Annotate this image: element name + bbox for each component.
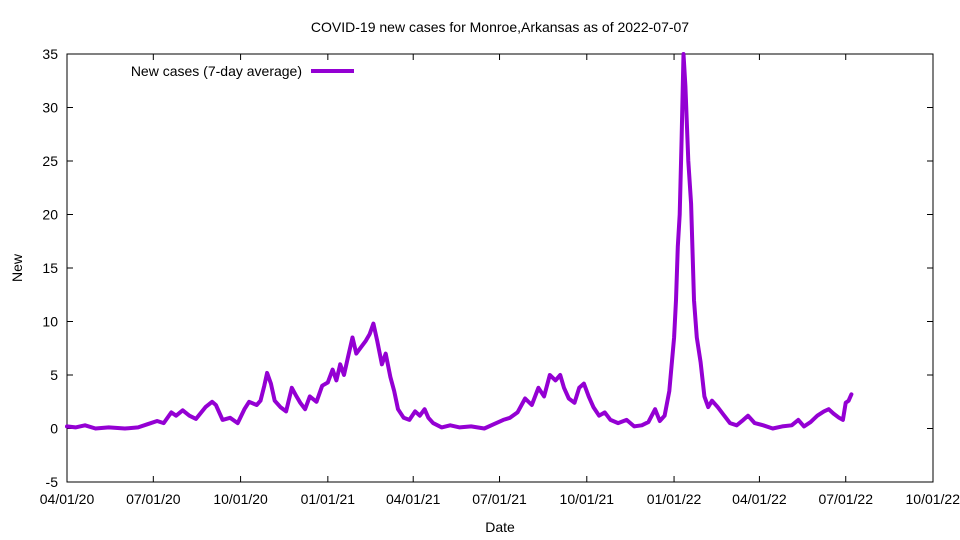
legend-label: New cases (7-day average) (131, 63, 302, 79)
legend: New cases (7-day average) (131, 63, 354, 79)
y-tick-label: 25 (42, 153, 58, 169)
y-tick-label: 15 (42, 260, 58, 276)
y-axis-label: New (9, 253, 25, 282)
x-tick-label: 04/01/21 (386, 491, 441, 507)
series-layer (65, 52, 854, 431)
y-tick-label: 10 (42, 314, 58, 330)
x-tick-label: 07/01/22 (818, 491, 873, 507)
y-tick-label: 30 (42, 100, 58, 116)
x-tick-label: 10/01/22 (906, 491, 960, 507)
plot-area-border (66, 53, 934, 483)
y-tick-label: 35 (42, 46, 58, 62)
chart-title: COVID-19 new cases for Monroe,Arkansas a… (311, 19, 689, 35)
series-line (65, 52, 854, 431)
y-tick-label: 0 (50, 421, 58, 437)
x-tick-label: 01/01/22 (647, 491, 702, 507)
x-tick-label: 07/01/21 (472, 491, 527, 507)
x-axis-label: Date (485, 519, 515, 535)
x-tick-label: 10/01/21 (560, 491, 615, 507)
x-tick-label: 07/01/20 (126, 491, 181, 507)
y-tick-label: -5 (46, 474, 59, 490)
x-tick-label: 04/01/20 (40, 491, 95, 507)
x-tick-label: 10/01/20 (213, 491, 268, 507)
y-tick-label: 5 (50, 367, 58, 383)
x-tick-label: 04/01/22 (732, 491, 787, 507)
x-tick-label: 01/01/21 (301, 491, 356, 507)
y-tick-label: 20 (42, 207, 58, 223)
y-axis: -5 0 5 10 15 20 25 30 35 (42, 46, 933, 490)
x-axis: 04/01/20 07/01/20 10/01/20 01/01/21 04/01/21… (40, 54, 960, 507)
